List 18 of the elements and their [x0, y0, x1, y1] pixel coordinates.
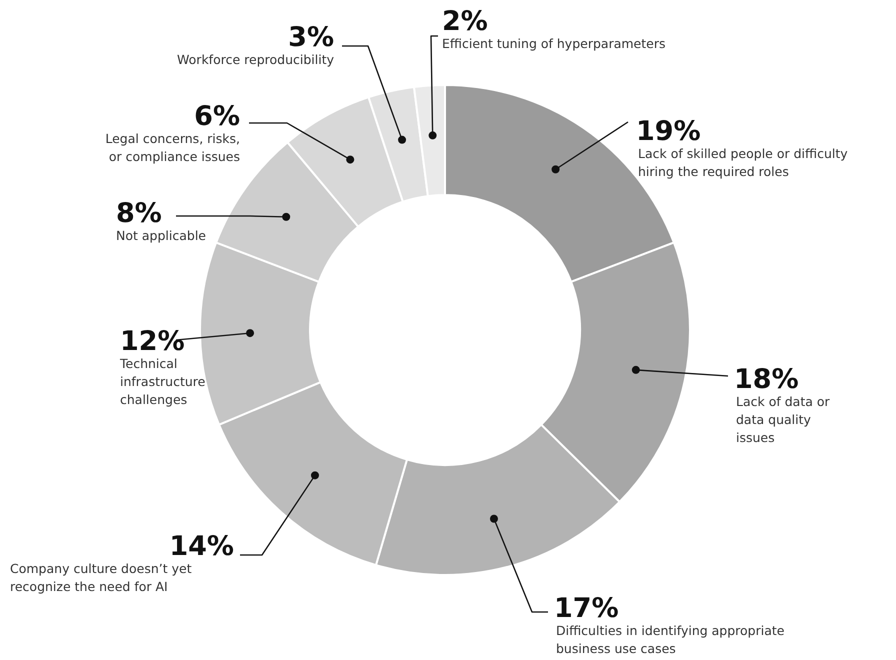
- data-label: 19%: [636, 116, 701, 147]
- slice-label: Efficient tuning of hyperparameters: [442, 36, 666, 51]
- data-label: 18%: [734, 364, 799, 395]
- data-label: 14%: [169, 531, 234, 562]
- data-label: 8%: [116, 198, 162, 229]
- data-label: 6%: [194, 101, 240, 132]
- slice-label: Lack of data or data quality issues: [736, 394, 831, 445]
- slice-label: Not applicable: [116, 228, 206, 243]
- slice-label: Technical infrastructure challenges: [119, 356, 206, 407]
- slice-label: Company culture doesn’t yet recognize the need for AI: [10, 561, 192, 594]
- data-label: 12%: [120, 326, 185, 357]
- slice-label: Lack of skilled people or difficulty hiring the required roles: [638, 146, 848, 179]
- data-label: 3%: [288, 22, 334, 53]
- slice-label: Workforce reproducibility: [177, 52, 335, 67]
- slice-label: Difficulties in identifying appropriate business use cases: [556, 623, 785, 656]
- slice-label: Legal concerns, risks, or compliance issues: [105, 131, 240, 164]
- data-label: 17%: [554, 593, 619, 624]
- data-label: 2%: [442, 6, 488, 37]
